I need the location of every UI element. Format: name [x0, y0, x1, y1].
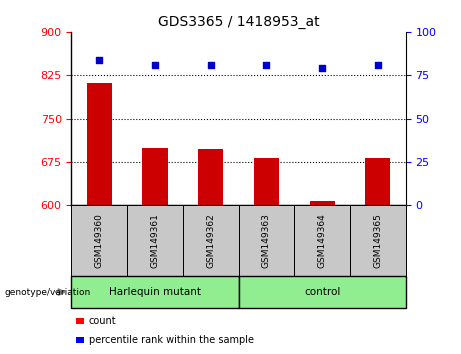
Point: [263, 62, 270, 68]
Text: control: control: [304, 287, 340, 297]
Text: genotype/variation: genotype/variation: [5, 287, 91, 297]
Text: GSM149360: GSM149360: [95, 213, 104, 268]
Bar: [310, 201, 335, 205]
Text: count: count: [89, 316, 117, 326]
Text: percentile rank within the sample: percentile rank within the sample: [89, 335, 254, 345]
Text: GSM149364: GSM149364: [318, 213, 327, 268]
Point: [374, 62, 382, 68]
Bar: [198, 149, 223, 205]
Bar: [87, 83, 112, 205]
Bar: [365, 159, 390, 205]
Point: [319, 65, 326, 71]
Point: [95, 57, 103, 62]
Title: GDS3365 / 1418953_at: GDS3365 / 1418953_at: [158, 16, 319, 29]
Text: Harlequin mutant: Harlequin mutant: [109, 287, 201, 297]
Text: GSM149361: GSM149361: [150, 213, 160, 268]
Text: GSM149363: GSM149363: [262, 213, 271, 268]
Text: GSM149365: GSM149365: [373, 213, 382, 268]
Point: [207, 62, 214, 68]
Bar: [254, 159, 279, 205]
Bar: [142, 148, 167, 205]
Text: GSM149362: GSM149362: [206, 213, 215, 268]
Point: [151, 62, 159, 68]
